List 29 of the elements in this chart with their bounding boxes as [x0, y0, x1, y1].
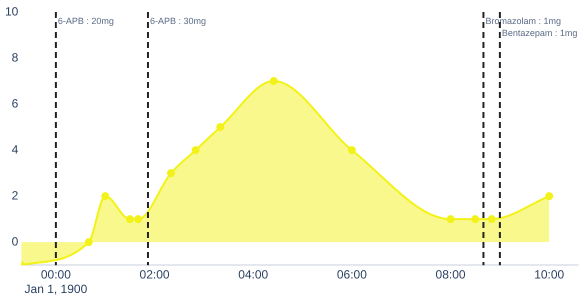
x-tick-label: 06:00 — [336, 268, 368, 282]
x-tick-label: 00:00 Jan 1, 1900 — [24, 268, 88, 296]
y-tick-label: 0 — [12, 234, 19, 248]
point — [101, 192, 110, 200]
point — [134, 215, 142, 224]
y-tick-label: 4 — [12, 142, 19, 156]
ref-line-label: Bentazepam : 1mg — [502, 28, 578, 38]
point — [488, 215, 496, 224]
ref-line-label: 6-APB : 30mg — [150, 16, 206, 26]
point — [216, 123, 224, 132]
x-tick-label: 10:00 — [534, 268, 565, 282]
y-tick-label: 2 — [12, 188, 19, 202]
y-tick-label: 10 — [4, 4, 19, 18]
point — [270, 77, 278, 86]
x-tick-label: 04:00 — [238, 268, 269, 282]
y-tick-label: 8 — [12, 50, 19, 64]
point — [84, 238, 93, 246]
point — [192, 146, 200, 154]
ref-line-label: Bromazolam : 1mg — [485, 16, 561, 26]
point — [166, 169, 175, 178]
x-tick-label: 02:00 — [140, 268, 170, 282]
point — [471, 215, 480, 224]
x-tick-label: 08:00 — [436, 268, 466, 282]
point — [348, 146, 356, 154]
ref-line-label: 6-APB : 20mg — [58, 16, 114, 26]
point — [446, 215, 455, 224]
point — [545, 192, 554, 200]
y-tick-label: 6 — [12, 96, 19, 110]
point — [126, 215, 134, 224]
